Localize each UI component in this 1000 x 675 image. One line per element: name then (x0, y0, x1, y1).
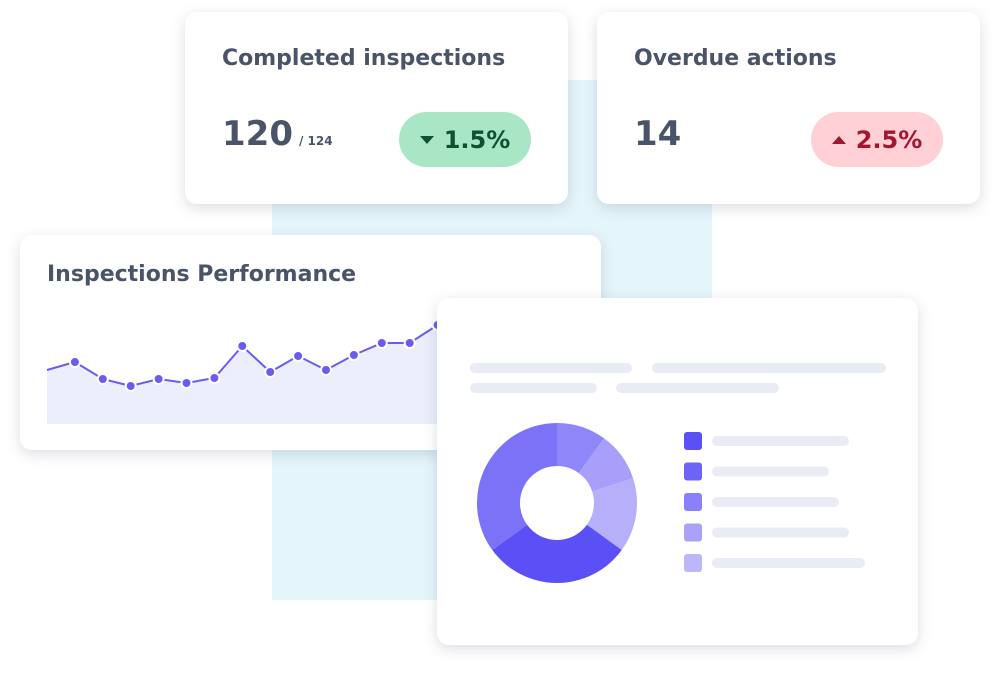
change-badge: 2.5% (811, 112, 943, 167)
donut-chart (476, 423, 865, 583)
point (180, 377, 193, 389)
legend-swatch (684, 432, 702, 450)
donut-segment (492, 524, 622, 583)
change: 1.5% (443, 125, 511, 154)
legend-placeholder (712, 527, 849, 538)
legend-swatch (684, 554, 702, 572)
change: 2.5% (855, 125, 923, 154)
placeholder (470, 363, 632, 373)
legend-swatch (684, 462, 702, 481)
point (236, 340, 249, 352)
donut-segment (578, 438, 634, 492)
area (47, 325, 438, 424)
donut-segment (476, 423, 557, 551)
point (347, 349, 360, 361)
overdue-card: Overdue actions 14 2.5% (597, 12, 980, 204)
point (320, 364, 332, 376)
donut-segment (586, 478, 637, 551)
sparkline (46, 319, 444, 424)
point (375, 337, 388, 349)
point (292, 350, 305, 362)
up-arrow (831, 135, 846, 144)
legend-placeholder (712, 497, 839, 507)
card-value: 120 / 124 (222, 114, 333, 154)
legend-placeholder (712, 558, 865, 568)
card-title: Overdue actions (634, 46, 837, 71)
point (96, 373, 109, 385)
placeholder (652, 363, 886, 373)
point (264, 366, 277, 378)
legend-placeholder (712, 436, 849, 446)
legend-swatch (684, 523, 702, 542)
placeholder (470, 383, 597, 393)
donut-card (437, 298, 918, 645)
point (68, 356, 81, 368)
card-title: Completed inspections (222, 46, 506, 71)
legend-placeholder (712, 466, 829, 477)
change-badge: 1.5% (399, 112, 531, 167)
point (124, 380, 137, 392)
total: / 124 (298, 134, 333, 148)
card-value: 14 (634, 114, 681, 154)
card-title: Inspections Performance (47, 262, 357, 287)
point (403, 337, 416, 349)
placeholder (616, 383, 779, 393)
value: 14 (634, 114, 682, 154)
value: 120 (222, 114, 293, 154)
legend-swatch (684, 493, 702, 511)
point (208, 372, 221, 384)
down-arrow (419, 135, 434, 144)
completed-card: Completed inspections 120 / 124 1.5% (185, 12, 568, 204)
donut-segment (557, 423, 605, 474)
point (152, 373, 165, 385)
